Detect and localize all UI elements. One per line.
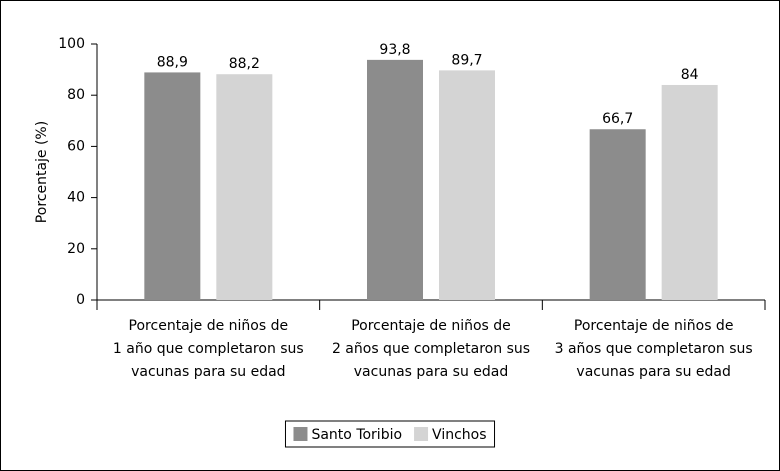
legend-swatch	[293, 427, 308, 441]
y-tick-label: 0	[76, 292, 85, 308]
x-tick-label: Porcentaje de niños de	[574, 318, 734, 334]
bar	[216, 74, 273, 300]
y-axis-label: Porcentaje (%)	[34, 121, 50, 223]
x-tick-label: Porcentaje de niños de	[129, 318, 289, 334]
legend-label: Santo Toribio	[311, 427, 402, 443]
bar	[589, 129, 646, 300]
y-tick-label: 100	[58, 36, 85, 52]
legend-label: Vinchos	[432, 427, 486, 443]
bar	[144, 72, 201, 300]
value-label: 88,9	[157, 54, 188, 70]
y-tick-label: 20	[67, 241, 85, 257]
value-label: 88,2	[229, 56, 260, 72]
value-label: 93,8	[379, 42, 410, 58]
bar	[367, 59, 423, 300]
y-tick-label: 80	[67, 87, 85, 103]
bar	[439, 70, 495, 300]
x-tick-label: 3 años que completaron sus	[555, 341, 753, 357]
legend-box	[284, 420, 496, 448]
x-tick-label: 2 años que completaron sus	[332, 341, 530, 357]
x-tick-label: Porcentaje de niños de	[351, 318, 511, 334]
y-tick-label: 60	[67, 138, 85, 154]
x-tick-label: vacunas para su edad	[576, 364, 730, 380]
value-label: 66,7	[602, 111, 633, 127]
x-tick-label: vacunas para su edad	[131, 364, 285, 380]
x-tick-label: 1 año que completaron sus	[113, 341, 304, 357]
y-tick-label: 40	[67, 190, 85, 206]
bar	[661, 84, 718, 301]
legend-swatch	[414, 427, 429, 441]
x-tick-label: vacunas para su edad	[354, 364, 508, 380]
value-label: 89,7	[451, 52, 482, 68]
value-label: 84	[681, 67, 699, 83]
